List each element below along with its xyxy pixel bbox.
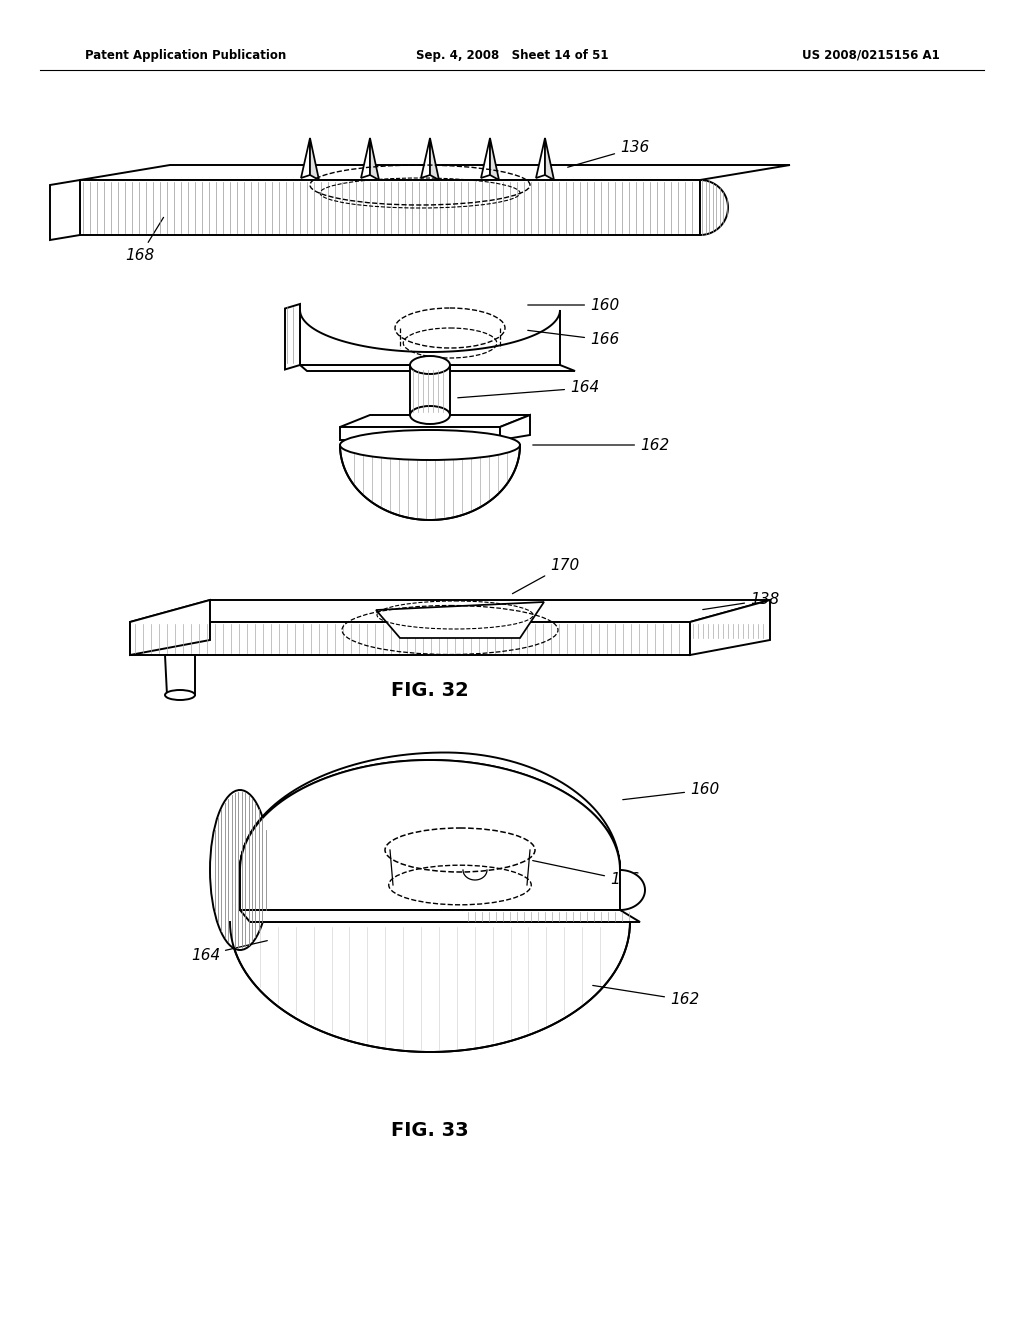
Polygon shape [376,602,544,638]
Bar [410,366,450,414]
Text: FIG. 32: FIG. 32 [391,681,469,700]
Text: 162: 162 [532,437,670,453]
Polygon shape [230,921,630,1052]
Polygon shape [301,139,310,178]
Text: 166: 166 [532,861,639,887]
Polygon shape [500,414,530,440]
Polygon shape [340,414,530,426]
Polygon shape [80,165,790,180]
Text: 164: 164 [190,941,267,962]
Polygon shape [361,139,370,178]
Polygon shape [130,601,770,622]
Polygon shape [165,655,195,696]
Polygon shape [240,752,620,870]
Text: 160: 160 [527,297,620,313]
Polygon shape [130,622,690,655]
Polygon shape [430,139,439,180]
Text: 136: 136 [567,140,649,168]
Ellipse shape [410,356,450,374]
Text: US 2008/0215156 A1: US 2008/0215156 A1 [802,49,940,62]
Polygon shape [50,180,80,240]
Text: Patent Application Publication: Patent Application Publication [85,49,287,62]
Polygon shape [690,601,770,655]
Polygon shape [545,139,554,180]
Ellipse shape [210,789,270,950]
Polygon shape [536,139,545,178]
Text: FIG. 33: FIG. 33 [391,1121,469,1139]
Polygon shape [700,180,728,235]
Polygon shape [300,310,560,366]
Polygon shape [370,139,379,180]
Ellipse shape [340,430,520,459]
Polygon shape [80,180,700,235]
Text: 162: 162 [593,986,699,1007]
Polygon shape [340,445,520,520]
Text: 160: 160 [623,783,719,800]
Ellipse shape [165,690,195,700]
Polygon shape [490,139,499,180]
Polygon shape [340,426,500,440]
Polygon shape [481,139,490,178]
Polygon shape [240,760,620,909]
Polygon shape [240,909,640,921]
Polygon shape [421,139,430,178]
Text: 168: 168 [126,218,164,263]
Polygon shape [310,139,319,180]
Ellipse shape [410,407,450,424]
Text: 166: 166 [527,330,620,347]
Polygon shape [300,366,575,371]
Polygon shape [620,870,645,909]
Polygon shape [130,601,210,655]
Text: 164: 164 [458,380,599,397]
Text: 138: 138 [702,593,779,610]
Polygon shape [285,304,300,370]
Text: Sep. 4, 2008   Sheet 14 of 51: Sep. 4, 2008 Sheet 14 of 51 [416,49,608,62]
Text: 170: 170 [512,557,580,594]
